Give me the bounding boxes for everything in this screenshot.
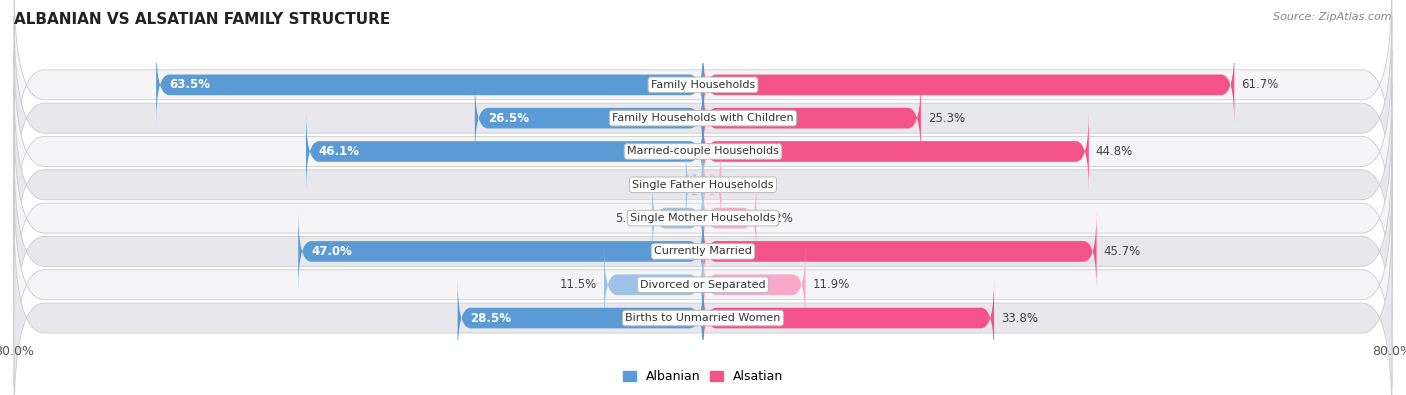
Text: 47.0%: 47.0% — [311, 245, 352, 258]
FancyBboxPatch shape — [14, 0, 1392, 186]
FancyBboxPatch shape — [14, 50, 1392, 253]
FancyBboxPatch shape — [703, 179, 756, 258]
FancyBboxPatch shape — [703, 245, 806, 324]
Text: 26.5%: 26.5% — [488, 112, 529, 125]
Text: 46.1%: 46.1% — [319, 145, 360, 158]
Text: 2.0%: 2.0% — [650, 178, 679, 191]
Text: Source: ZipAtlas.com: Source: ZipAtlas.com — [1274, 12, 1392, 22]
Text: Single Mother Households: Single Mother Households — [630, 213, 776, 223]
Text: Single Father Households: Single Father Households — [633, 180, 773, 190]
Text: Births to Unmarried Women: Births to Unmarried Women — [626, 313, 780, 323]
Text: ALBANIAN VS ALSATIAN FAMILY STRUCTURE: ALBANIAN VS ALSATIAN FAMILY STRUCTURE — [14, 12, 391, 27]
FancyBboxPatch shape — [307, 112, 703, 191]
Text: Family Households with Children: Family Households with Children — [612, 113, 794, 123]
Text: 28.5%: 28.5% — [471, 312, 512, 325]
Text: Family Households: Family Households — [651, 80, 755, 90]
FancyBboxPatch shape — [703, 45, 1234, 124]
Text: Currently Married: Currently Married — [654, 246, 752, 256]
FancyBboxPatch shape — [605, 245, 703, 324]
Text: 44.8%: 44.8% — [1095, 145, 1133, 158]
FancyBboxPatch shape — [14, 216, 1392, 395]
FancyBboxPatch shape — [14, 183, 1392, 386]
Text: 2.1%: 2.1% — [728, 178, 758, 191]
FancyBboxPatch shape — [703, 112, 1088, 191]
Text: 5.9%: 5.9% — [616, 212, 645, 225]
FancyBboxPatch shape — [14, 83, 1392, 286]
FancyBboxPatch shape — [14, 150, 1392, 353]
Text: 25.3%: 25.3% — [928, 112, 965, 125]
Text: 11.9%: 11.9% — [813, 278, 849, 291]
Text: 63.5%: 63.5% — [169, 78, 209, 91]
Text: 45.7%: 45.7% — [1104, 245, 1140, 258]
FancyBboxPatch shape — [703, 79, 921, 158]
FancyBboxPatch shape — [298, 212, 703, 291]
Text: 11.5%: 11.5% — [560, 278, 598, 291]
FancyBboxPatch shape — [475, 79, 703, 158]
FancyBboxPatch shape — [703, 145, 721, 224]
FancyBboxPatch shape — [14, 117, 1392, 320]
FancyBboxPatch shape — [703, 212, 1097, 291]
Text: 61.7%: 61.7% — [1241, 78, 1278, 91]
FancyBboxPatch shape — [14, 17, 1392, 220]
FancyBboxPatch shape — [156, 45, 703, 124]
FancyBboxPatch shape — [703, 278, 994, 358]
Text: Married-couple Households: Married-couple Households — [627, 147, 779, 156]
FancyBboxPatch shape — [652, 179, 703, 258]
Text: 33.8%: 33.8% — [1001, 312, 1038, 325]
Legend: Albanian, Alsatian: Albanian, Alsatian — [623, 370, 783, 383]
Text: Divorced or Separated: Divorced or Separated — [640, 280, 766, 290]
FancyBboxPatch shape — [457, 278, 703, 358]
Text: 6.2%: 6.2% — [763, 212, 793, 225]
FancyBboxPatch shape — [686, 145, 703, 224]
